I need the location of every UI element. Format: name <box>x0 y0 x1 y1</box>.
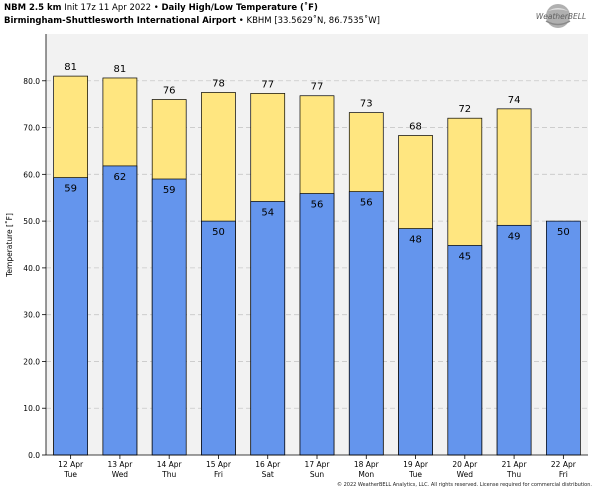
x-tick-date: 21 Apr <box>502 460 528 469</box>
low-value-label: 50 <box>557 227 570 238</box>
y-tick-label: 80.0 <box>23 77 40 86</box>
low-value-label: 56 <box>311 200 324 211</box>
high-value-label: 74 <box>508 95 521 106</box>
station-name: Birmingham-Shuttlesworth International A… <box>4 16 237 26</box>
x-tick-day: Tue <box>63 470 77 479</box>
low-value-label: 50 <box>212 227 225 238</box>
x-tick-day: Mon <box>358 470 374 479</box>
low-bar <box>250 201 286 456</box>
y-tick-label: 30.0 <box>23 311 40 320</box>
low-bar <box>398 228 433 456</box>
header-separator-2: • <box>238 16 244 26</box>
x-tick-date: 16 Apr <box>255 460 281 469</box>
x-tick-day: Fri <box>559 470 568 479</box>
low-bar <box>348 191 384 456</box>
x-tick-date: 13 Apr <box>107 460 133 469</box>
weatherbell-logo: WeatherBELL <box>536 4 586 28</box>
x-tick-day: Sat <box>262 470 274 479</box>
low-bar <box>102 165 138 456</box>
low-value-label: 49 <box>508 231 521 242</box>
low-value-label: 59 <box>64 184 77 195</box>
low-bar <box>151 178 187 456</box>
low-bar <box>201 220 236 456</box>
copyright-notice: © 2022 WeatherBELL Analytics, LLC. All r… <box>337 482 592 488</box>
high-value-label: 78 <box>212 78 225 89</box>
x-tick-date: 19 Apr <box>403 460 429 469</box>
low-value-label: 54 <box>261 207 274 218</box>
high-value-label: 77 <box>311 82 324 93</box>
x-tick-day: Wed <box>457 470 474 479</box>
x-tick-day: Fri <box>214 470 223 479</box>
x-tick-date: 15 Apr <box>206 460 232 469</box>
high-value-label: 72 <box>458 104 471 115</box>
y-tick-label: 10.0 <box>23 404 40 413</box>
y-tick-label: 60.0 <box>23 170 40 179</box>
x-tick-day: Thu <box>161 470 176 479</box>
high-value-label: 77 <box>261 79 274 90</box>
y-tick-label: 0.0 <box>28 451 40 460</box>
y-axis-label: Temperature [˚F] <box>5 213 14 278</box>
low-value-label: 62 <box>114 172 127 183</box>
x-tick-date: 17 Apr <box>305 460 331 469</box>
high-value-label: 68 <box>409 122 422 133</box>
high-value-label: 81 <box>114 64 127 75</box>
station-id: KBHM [33.5629˚N, 86.7535˚W] <box>246 16 380 26</box>
init-time: Init 17z 11 Apr 2022 <box>64 3 152 13</box>
x-tick-date: 14 Apr <box>157 460 183 469</box>
y-tick-label: 50.0 <box>23 217 40 226</box>
x-tick-date: 18 Apr <box>354 460 380 469</box>
x-tick-day: Wed <box>112 470 129 479</box>
x-tick-day: Sun <box>310 470 325 479</box>
header-separator: • <box>153 3 159 13</box>
high-value-label: 81 <box>64 62 77 73</box>
low-bar <box>546 220 581 456</box>
x-tick-date: 20 Apr <box>452 460 478 469</box>
low-bar <box>496 224 532 456</box>
low-bar <box>447 245 483 456</box>
y-tick-label: 20.0 <box>23 357 40 366</box>
x-tick-day: Thu <box>506 470 521 479</box>
product-title: Daily High/Low Temperature (˚F) <box>161 3 318 13</box>
low-value-label: 56 <box>360 198 373 209</box>
chart-header-line2: Birmingham-Shuttlesworth International A… <box>4 16 380 26</box>
x-tick-date: 12 Apr <box>58 460 84 469</box>
low-bar <box>53 177 88 456</box>
low-value-label: 48 <box>409 235 422 246</box>
high-value-label: 73 <box>360 99 373 110</box>
y-tick-label: 70.0 <box>23 124 40 133</box>
y-tick-label: 40.0 <box>23 264 40 273</box>
low-value-label: 45 <box>458 251 471 262</box>
x-tick-day: Tue <box>408 470 422 479</box>
chart-header-line1: NBM 2.5 km Init 17z 11 Apr 2022 • Daily … <box>4 3 318 13</box>
y-axis-ticks: 0.0 10.0 20.0 30.0 40.0 50.0 60.0 70.0 80.0 <box>23 77 46 460</box>
low-bar <box>299 193 335 456</box>
low-value-label: 59 <box>163 185 176 196</box>
bars <box>53 75 581 456</box>
bar-value-labels: 81 81 76 78 77 77 73 68 72 74 59 62 59 50 54 56 56 48 45 49… <box>64 62 569 262</box>
model-name: NBM 2.5 km <box>4 3 62 13</box>
x-tick-date: 22 Apr <box>551 460 577 469</box>
high-value-label: 76 <box>163 85 176 96</box>
svg-text:WeatherBELL: WeatherBELL <box>536 12 586 21</box>
